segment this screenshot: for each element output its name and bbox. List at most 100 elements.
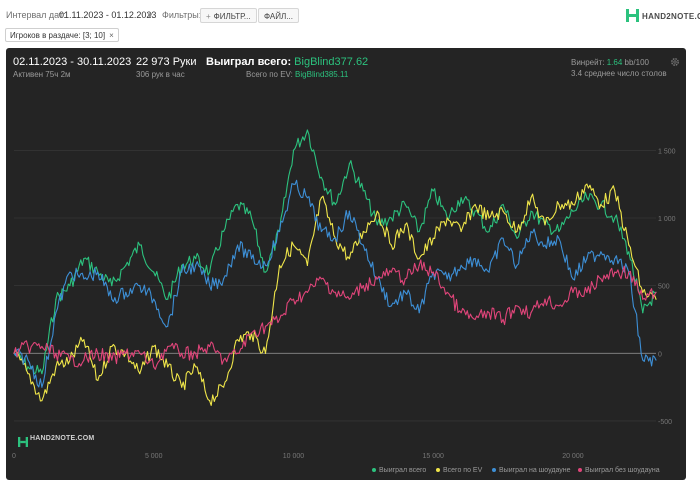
filter-button[interactable]: + ФИЛЬТР... [200,8,257,23]
series-point [278,264,281,266]
series-point [376,210,378,212]
chart-grid [14,150,656,422]
legend-dot [578,468,582,473]
legend-dot [492,468,496,473]
series-point [153,366,155,368]
legend-total[interactable]: Выиграл всего [372,467,426,474]
series-point [69,285,71,287]
series-point [83,339,85,341]
winrate-unit: bb/100 [624,58,649,67]
y-axis-labels: 1 500 1 000 500 0 -500 [658,148,676,426]
filter-tag-players[interactable]: Игроков в раздаче: [3; 10] × [5,28,119,42]
series-point [83,359,85,361]
series-point [209,400,211,402]
series-point [655,298,657,300]
gear-icon[interactable] [670,57,680,67]
series-point [139,372,141,375]
series-point [139,352,141,354]
series-point [362,190,364,192]
series-point [209,271,211,273]
filter-tag-label: Игроков в раздаче: [3; 10] [10,31,106,40]
series-point [69,271,71,273]
series-point [306,264,309,266]
series-point [558,237,560,239]
y-tick-label: 1 000 [658,216,676,223]
series-point [418,230,420,233]
plus-icon: + [206,12,211,21]
won-total-label: Выиграл всего: [206,56,292,68]
x-tick-label: 5 000 [145,453,163,460]
series-point [460,264,462,266]
hand2note-logo-icon [18,437,28,447]
series-point [348,298,350,300]
profit-chart: 1 500 1 000 500 0 -500 0 5 000 10 000 15 000 20 … [12,129,676,460]
winrate-label: Винрейт: [571,58,605,67]
series-point [474,318,476,321]
series-point [600,251,602,253]
series-point [404,291,406,294]
series-point [362,285,364,287]
top-toolbar: Интервал дат: 01.11.2023 - 01.12.2023 ▼ … [0,0,700,30]
series-point [55,298,57,300]
series-point [222,278,225,280]
series-point [376,278,378,280]
series-point [55,366,57,368]
series-point [362,230,364,233]
series-point [181,352,183,354]
series-point [264,271,267,273]
file-button[interactable]: ФАЙЛ... [258,8,299,23]
series-point [111,345,113,348]
legend-label: Выиграл на шоудауне [499,467,571,474]
series-point [41,400,43,402]
series-point [376,224,378,226]
chevron-down-icon[interactable]: ▼ [146,11,154,20]
legend-nonshowdown[interactable]: Выиграл без шоудауна [578,467,660,474]
file-button-label: ФАЙЛ... [264,12,293,21]
series-point [502,318,504,321]
chart-series [13,129,657,406]
series-point [222,386,225,388]
series-point [195,366,197,368]
series-point [334,237,336,239]
series-point [306,197,309,199]
x-tick-label: 10 000 [283,453,305,460]
series-point [558,230,560,233]
winrate: Винрейт: 1.64 bb/100 [571,58,649,67]
series-point [250,257,253,260]
series-point [404,224,406,226]
series-point [125,352,127,354]
filter-button-label: ФИЛЬТР... [213,12,251,21]
won-total: Выиграл всего: BigBlind377.62 [206,56,368,68]
series-point [586,291,588,294]
date-interval-dropdown[interactable]: 01.11.2023 - 01.12.2023 [59,10,157,20]
series-point [572,278,574,280]
series-point [292,298,295,300]
series-point [418,264,420,266]
legend-showdown[interactable]: Выиграл на шоудауне [492,467,571,474]
series-point [41,372,43,375]
series-point [586,197,588,199]
series-point [488,230,490,233]
series-point [474,257,476,260]
series-point [600,203,602,206]
x-tick-label: 0 [12,453,16,460]
series-point [488,312,490,314]
series-point [264,352,267,354]
series-point [97,379,99,381]
ev-total-label: Всего по EV: [246,70,293,79]
series-point [250,332,253,334]
series-point [306,291,309,294]
series-point [153,298,155,300]
close-icon[interactable]: × [109,31,114,40]
y-tick-label: -500 [658,419,672,426]
series-point [13,352,15,354]
series-point [236,203,239,206]
series-point [418,312,420,314]
series-point [516,264,518,266]
series-point [348,210,350,212]
legend-ev[interactable]: Всего по EV [436,467,482,474]
series-point [209,345,211,348]
series-point [390,244,392,246]
series-point [516,305,518,307]
ev-total-value: BigBlind385.11 [295,70,349,79]
